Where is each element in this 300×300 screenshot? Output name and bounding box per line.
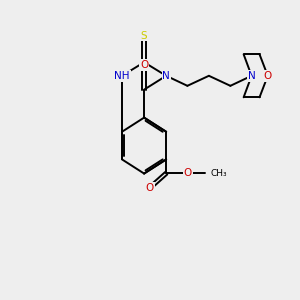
- Text: N: N: [248, 71, 256, 81]
- Text: N: N: [162, 71, 170, 81]
- Text: O: O: [146, 183, 154, 193]
- Text: O: O: [264, 71, 272, 81]
- Text: S: S: [141, 31, 147, 41]
- Text: NH: NH: [114, 71, 130, 81]
- Text: O: O: [184, 168, 192, 178]
- Text: CH₃: CH₃: [211, 169, 227, 178]
- Text: O: O: [140, 60, 148, 70]
